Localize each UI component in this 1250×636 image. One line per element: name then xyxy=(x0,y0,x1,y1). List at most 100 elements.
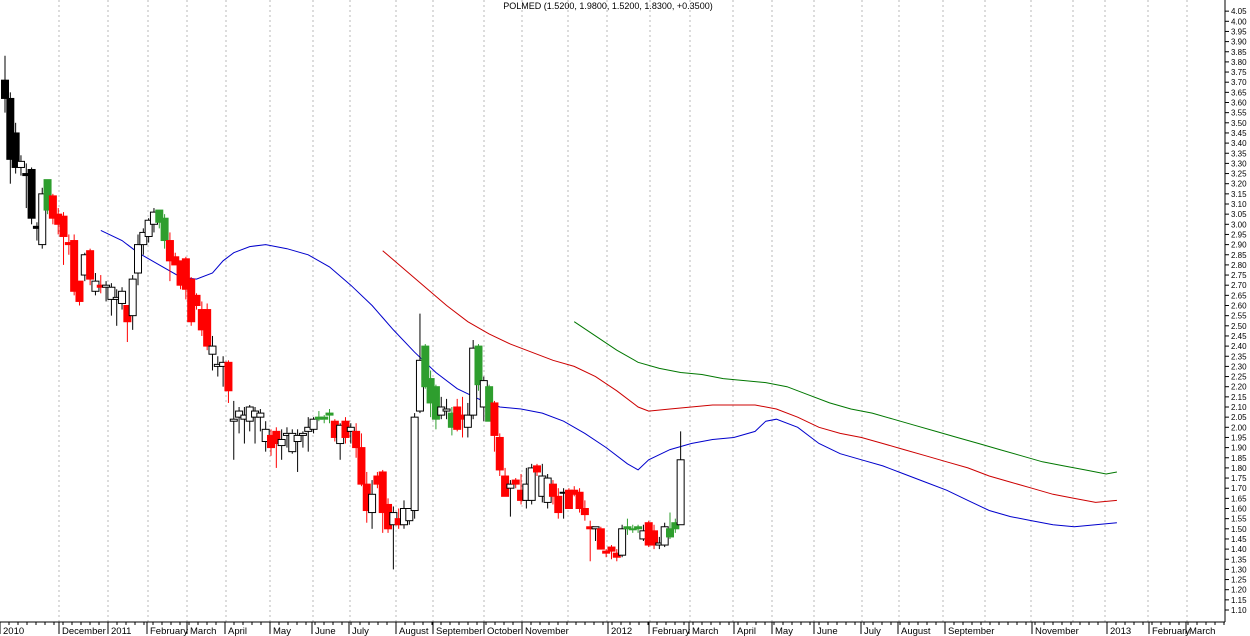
candle-body xyxy=(320,416,329,420)
y-tick-label: 1.80 xyxy=(1231,464,1247,473)
y-tick-label: 2.70 xyxy=(1231,281,1247,290)
candle xyxy=(666,512,674,539)
candle-body xyxy=(75,280,84,302)
x-tick-label: February xyxy=(652,626,690,636)
candle xyxy=(591,526,600,541)
x-tick-label: February xyxy=(1152,626,1190,636)
candle-body xyxy=(229,418,238,422)
y-tick-label: 1.25 xyxy=(1231,576,1247,585)
candle xyxy=(272,427,281,468)
y-tick-label: 1.95 xyxy=(1231,433,1247,442)
candle xyxy=(309,417,318,434)
candle-body xyxy=(346,426,355,432)
y-tick-label: 3.80 xyxy=(1231,58,1247,67)
candle xyxy=(16,155,25,176)
x-tick-label: May xyxy=(775,626,793,636)
candle xyxy=(527,463,536,505)
candle xyxy=(59,212,68,265)
y-tick-label: 1.20 xyxy=(1231,586,1247,595)
y-tick-label: 2.45 xyxy=(1231,332,1247,341)
candle xyxy=(235,407,244,434)
candle xyxy=(575,488,584,513)
candle xyxy=(506,480,515,517)
y-tick-label: 3.05 xyxy=(1231,210,1247,219)
y-tick-label: 2.10 xyxy=(1231,403,1247,412)
candle-body xyxy=(357,447,366,485)
candle-body xyxy=(325,412,334,416)
candle-body xyxy=(650,530,659,546)
candle-body xyxy=(352,430,361,449)
x-tick-label: 2013 xyxy=(1110,626,1131,636)
candle-body xyxy=(139,231,148,246)
candle-body xyxy=(442,408,451,412)
candle xyxy=(208,335,217,371)
y-tick-label: 1.40 xyxy=(1231,545,1247,554)
y-tick-label: 3.45 xyxy=(1231,129,1247,138)
y-tick-label: 2.40 xyxy=(1231,342,1247,351)
y-tick-label: 3.70 xyxy=(1231,78,1247,87)
candle-body xyxy=(27,168,36,219)
y-tick-label: 2.35 xyxy=(1231,352,1247,361)
candle xyxy=(490,400,499,452)
x-tick-label: September xyxy=(948,626,994,636)
candle xyxy=(6,92,15,184)
candle-body xyxy=(564,489,573,510)
candle xyxy=(38,187,47,249)
candle-body xyxy=(548,483,557,497)
candle-body xyxy=(181,258,190,290)
y-tick-label: 3.40 xyxy=(1231,139,1247,148)
candle-body xyxy=(208,345,217,355)
moving-average-red xyxy=(382,250,1117,503)
candle-body xyxy=(309,418,318,430)
y-tick-label: 3.25 xyxy=(1231,170,1247,179)
candle-body xyxy=(16,160,25,168)
y-tick-label: 1.75 xyxy=(1231,474,1247,483)
candle xyxy=(421,344,430,389)
candle-body xyxy=(533,465,541,473)
x-tick-label: April xyxy=(737,626,756,636)
candle xyxy=(107,283,116,316)
candle-body xyxy=(591,526,600,530)
y-tick-label: 2.60 xyxy=(1231,302,1247,311)
y-tick-label: 3.50 xyxy=(1231,119,1247,128)
y-tick-label: 3.90 xyxy=(1231,38,1247,47)
candle xyxy=(139,228,148,255)
x-tick-label: October xyxy=(487,626,521,636)
candle xyxy=(155,209,164,229)
y-tick-label: 1.30 xyxy=(1231,565,1247,574)
candle xyxy=(144,218,153,243)
candle-body xyxy=(378,471,387,514)
candle xyxy=(277,429,286,460)
candle-body xyxy=(596,528,605,550)
y-tick-label: 3.95 xyxy=(1231,27,1247,36)
candle xyxy=(293,429,302,472)
candle-body xyxy=(38,193,47,246)
candle xyxy=(256,409,265,432)
candle xyxy=(580,500,589,521)
candle-body xyxy=(107,286,116,300)
candle-body xyxy=(293,434,302,443)
candle xyxy=(102,281,111,302)
y-tick-label: 3.55 xyxy=(1231,109,1247,118)
candle-body xyxy=(277,438,286,447)
x-tick-label: June xyxy=(817,626,838,636)
candle xyxy=(160,214,169,249)
x-tick-label: September xyxy=(436,626,482,636)
candle xyxy=(474,344,483,391)
candle xyxy=(288,429,297,454)
y-tick-label: 1.60 xyxy=(1231,505,1247,514)
candle xyxy=(325,409,334,424)
candle xyxy=(650,524,659,550)
candle xyxy=(48,193,57,225)
candle xyxy=(357,433,366,487)
y-tick-label: 1.90 xyxy=(1231,444,1247,453)
y-tick-label: 1.85 xyxy=(1231,454,1247,463)
candle-body xyxy=(160,217,169,242)
candle-body xyxy=(272,430,281,445)
candle xyxy=(501,467,510,497)
candle xyxy=(634,524,643,533)
x-tick-label: August xyxy=(399,626,429,636)
y-tick-label: 3.00 xyxy=(1231,220,1247,229)
candle xyxy=(511,478,520,489)
y-tick-label: 2.90 xyxy=(1231,241,1247,250)
